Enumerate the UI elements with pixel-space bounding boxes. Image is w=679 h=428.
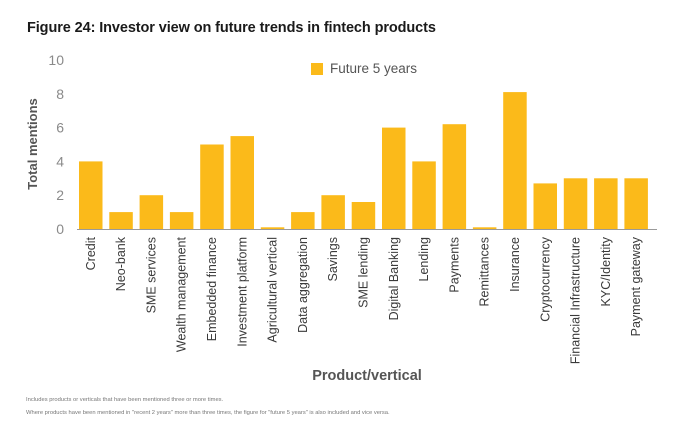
bar <box>503 92 527 229</box>
y-axis-ticks: 0 2 4 6 8 10 <box>48 52 64 237</box>
x-tick-label: Neo-bank <box>114 236 128 291</box>
y-tick-label: 2 <box>56 187 64 203</box>
x-tick-label: Cryptocurrency <box>538 236 552 321</box>
bar <box>79 161 103 229</box>
bar <box>260 227 285 229</box>
x-tick-label: Insurance <box>508 237 522 292</box>
bar <box>169 212 194 229</box>
legend: Future 5 years <box>311 61 417 76</box>
bar <box>594 178 618 229</box>
x-tick-label: Credit <box>84 236 98 270</box>
x-tick-label: Savings <box>326 237 340 281</box>
x-tick-label: Remittances <box>478 237 492 306</box>
bar <box>200 144 224 229</box>
x-tick-label: Digital Banking <box>387 237 401 320</box>
y-axis-label: Total mentions <box>25 98 40 189</box>
y-tick-label: 8 <box>56 86 64 102</box>
legend-swatch <box>311 62 323 75</box>
x-tick-label: Embedded finance <box>205 237 219 341</box>
bar <box>230 136 254 229</box>
bar <box>351 202 376 229</box>
y-tick-label: 0 <box>56 221 64 237</box>
bar <box>624 178 648 229</box>
x-axis-labels: Credit Neo-bank SME services Wealth managem… <box>84 236 643 364</box>
legend-label: Future 5 years <box>330 61 418 76</box>
x-tick-label: Wealth management <box>175 236 189 352</box>
x-tick-label: Payment gateway <box>629 236 643 336</box>
x-tick-label: KYC/Identity <box>599 236 613 306</box>
y-tick-label: 4 <box>56 153 64 169</box>
x-tick-label: SME lending <box>356 237 370 308</box>
footnote-1: Includes products or verticals that have… <box>26 397 224 403</box>
footnote-2: Where products have been mentioned in "r… <box>26 410 390 416</box>
x-tick-label: Payments <box>447 237 461 293</box>
y-tick-label: 10 <box>48 52 64 68</box>
bar <box>442 124 467 229</box>
bar <box>291 212 315 229</box>
bar <box>321 195 345 229</box>
x-tick-label: Data aggregation <box>296 237 310 333</box>
bar <box>533 183 557 229</box>
x-axis-label: Product/vertical <box>312 368 422 384</box>
bar <box>139 195 164 229</box>
x-tick-label: SME services <box>144 237 158 313</box>
x-tick-label: Agricultural vertical <box>266 237 280 343</box>
bar <box>472 227 497 229</box>
y-tick-label: 6 <box>56 120 64 136</box>
x-tick-label: Investment platform <box>235 237 249 347</box>
figure-title: Figure 24: Investor view on future trend… <box>27 20 436 36</box>
bars <box>79 92 648 229</box>
bar <box>109 212 133 229</box>
bar <box>412 161 436 229</box>
x-tick-label: Lending <box>417 237 431 282</box>
x-tick-label: Financial Infrastructure <box>569 237 583 364</box>
bar <box>563 178 588 229</box>
bar <box>382 127 406 229</box>
